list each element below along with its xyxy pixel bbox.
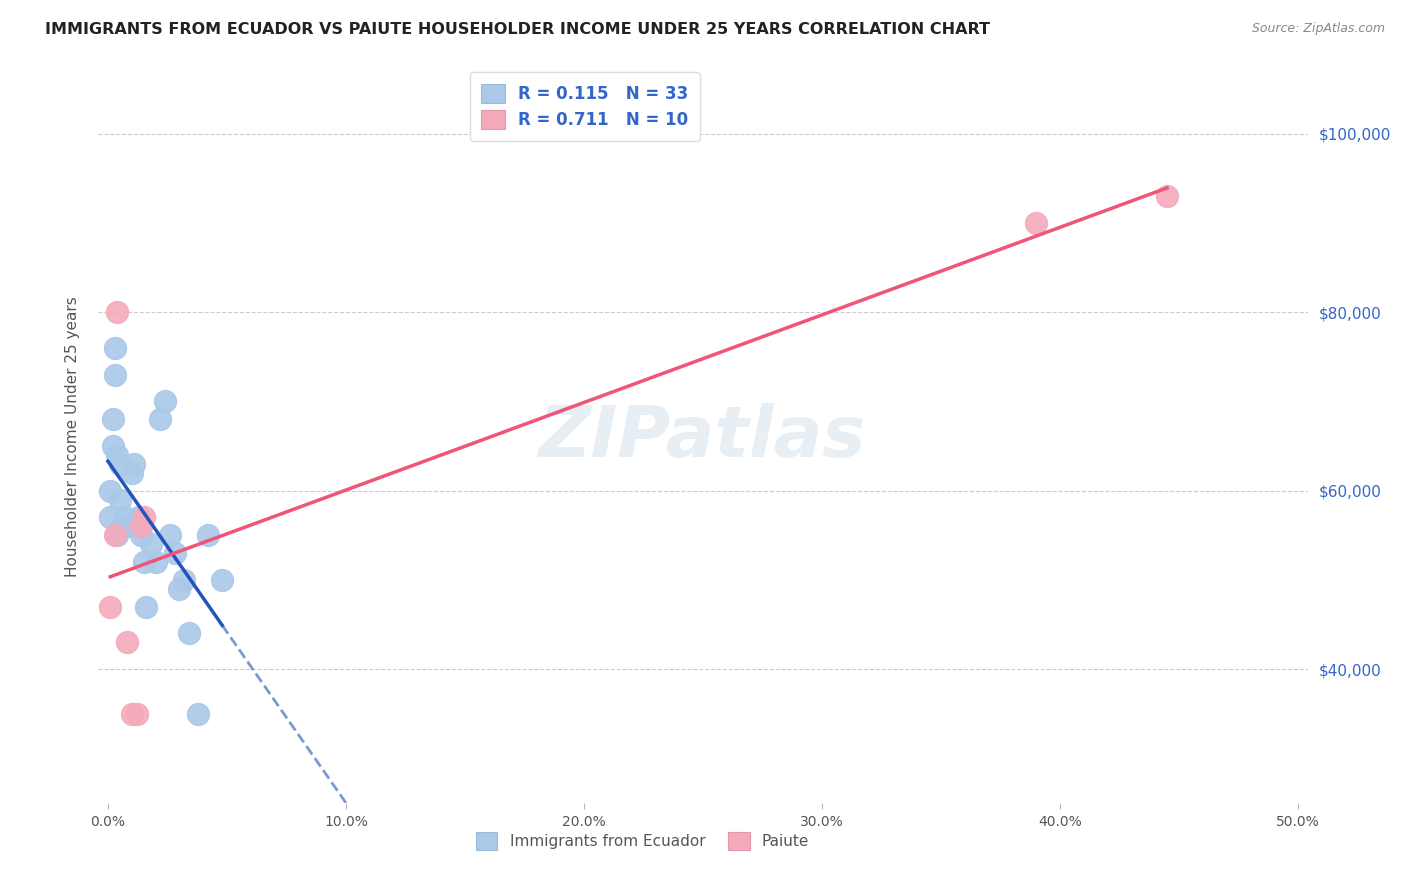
Point bbox=[125, 706, 148, 721]
Point bbox=[145, 555, 167, 569]
Point bbox=[129, 528, 152, 542]
Point bbox=[159, 528, 181, 542]
Point bbox=[108, 492, 131, 507]
Point bbox=[104, 341, 127, 355]
Point bbox=[98, 599, 121, 614]
Point bbox=[129, 519, 152, 533]
Point bbox=[104, 528, 127, 542]
Point bbox=[107, 448, 129, 462]
Point bbox=[118, 519, 141, 533]
Point bbox=[98, 510, 121, 524]
Point bbox=[107, 528, 129, 542]
Point bbox=[98, 483, 121, 498]
Point bbox=[177, 626, 200, 640]
Point bbox=[121, 706, 143, 721]
Point bbox=[125, 519, 148, 533]
Point bbox=[197, 528, 219, 542]
Text: Source: ZipAtlas.com: Source: ZipAtlas.com bbox=[1251, 22, 1385, 36]
Legend: Immigrants from Ecuador, Paiute: Immigrants from Ecuador, Paiute bbox=[468, 824, 817, 857]
Point bbox=[169, 582, 191, 596]
Point bbox=[101, 439, 124, 453]
Point bbox=[115, 635, 138, 649]
Point bbox=[139, 537, 162, 551]
Point bbox=[122, 457, 145, 471]
Point bbox=[1025, 216, 1047, 230]
Text: ZIPatlas: ZIPatlas bbox=[540, 402, 866, 472]
Point bbox=[173, 573, 195, 587]
Point bbox=[1156, 189, 1178, 203]
Point bbox=[132, 510, 155, 524]
Point bbox=[211, 573, 233, 587]
Point bbox=[115, 519, 138, 533]
Text: IMMIGRANTS FROM ECUADOR VS PAIUTE HOUSEHOLDER INCOME UNDER 25 YEARS CORRELATION : IMMIGRANTS FROM ECUADOR VS PAIUTE HOUSEH… bbox=[45, 22, 990, 37]
Point bbox=[132, 555, 155, 569]
Point bbox=[104, 368, 127, 382]
Point bbox=[111, 519, 134, 533]
Point bbox=[153, 394, 176, 409]
Point bbox=[107, 305, 129, 319]
Point bbox=[108, 457, 131, 471]
Y-axis label: Householder Income Under 25 years: Householder Income Under 25 years bbox=[65, 297, 80, 577]
Point bbox=[114, 510, 136, 524]
Point bbox=[149, 412, 172, 426]
Point bbox=[187, 706, 209, 721]
Point bbox=[163, 546, 186, 560]
Point bbox=[121, 466, 143, 480]
Point bbox=[135, 599, 157, 614]
Point bbox=[128, 510, 150, 524]
Point bbox=[101, 412, 124, 426]
